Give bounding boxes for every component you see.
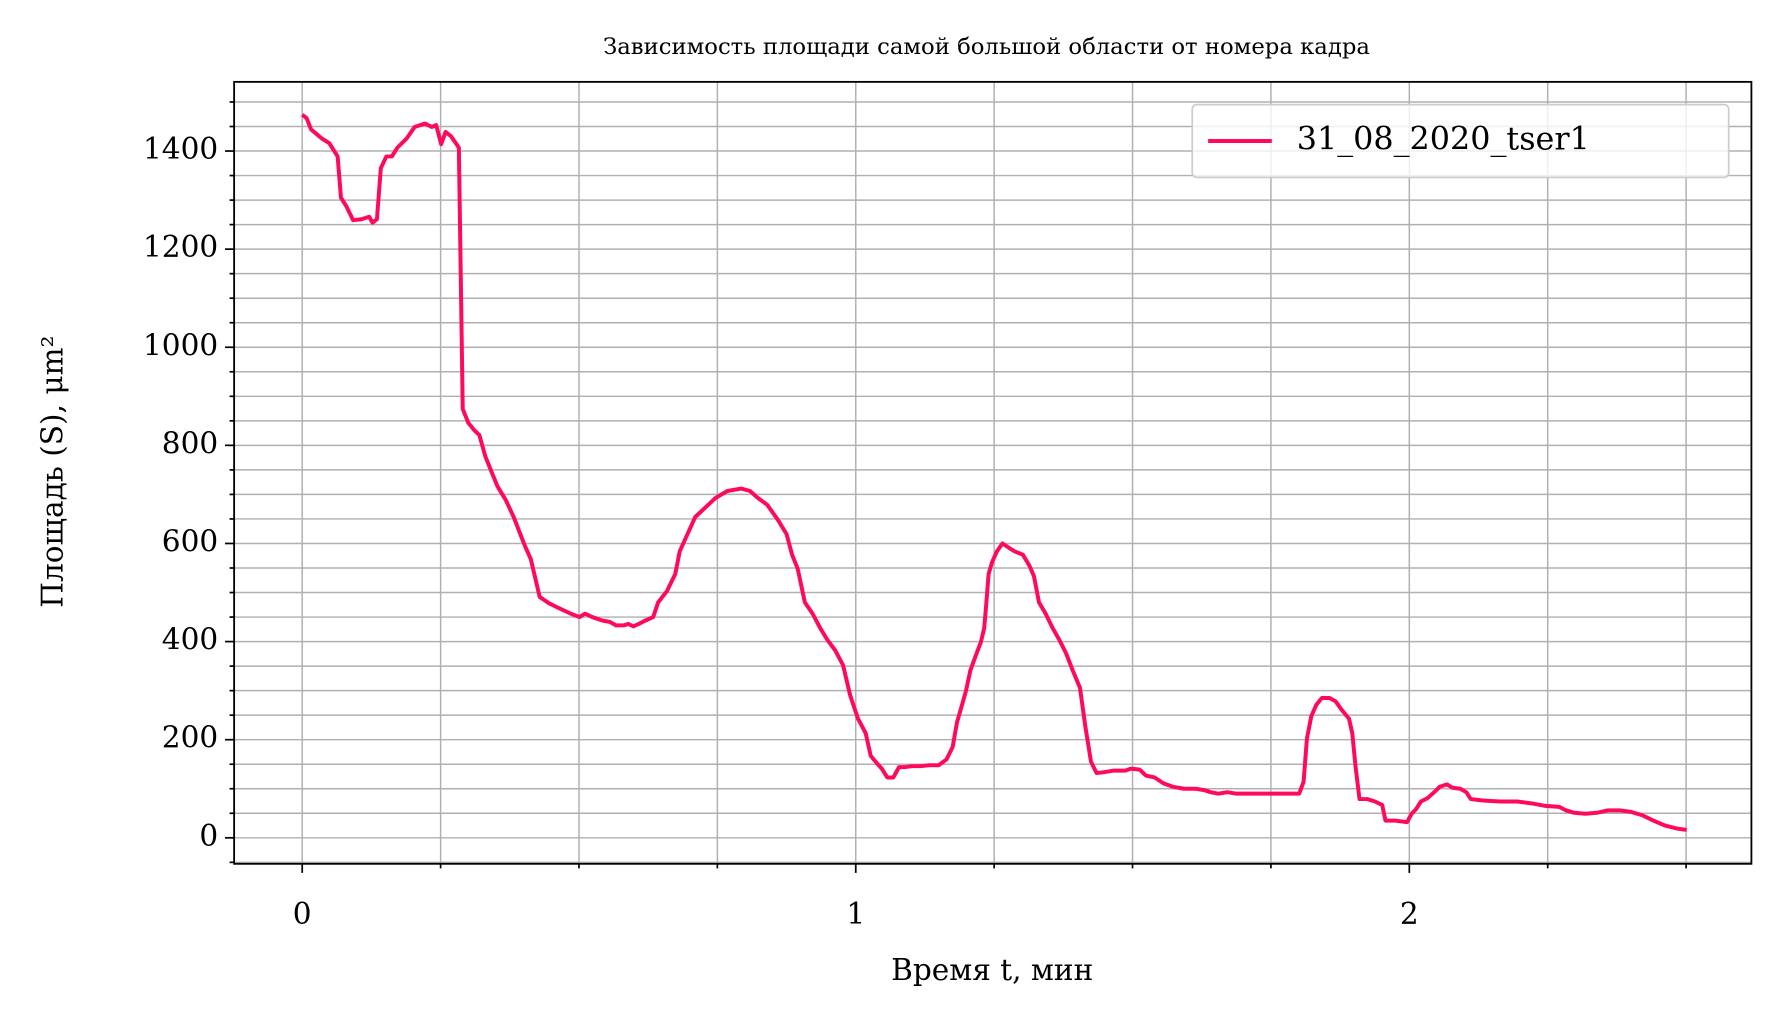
y-tick-label: 1000	[143, 328, 218, 362]
y-tick-label: 200	[162, 721, 218, 755]
x-tick-label: 0	[293, 897, 312, 931]
y-tick-label: 800	[162, 426, 218, 460]
chart-title: Зависимость площади самой большой област…	[603, 34, 1370, 60]
y-tick-label: 1200	[143, 230, 218, 264]
y-axis-label: Площадь (S), μm²	[36, 336, 70, 608]
y-tick-label: 600	[162, 524, 218, 558]
x-tick-label: 2	[1400, 897, 1419, 931]
x-tick-label: 1	[846, 897, 865, 931]
y-tick-label: 1400	[143, 132, 218, 166]
legend-frame	[1191, 103, 1730, 179]
y-tick-label: 400	[162, 623, 218, 657]
x-axis-label: Время t, мин	[891, 953, 1093, 987]
plot-frame	[233, 80, 1753, 865]
legend-label: 31_08_2020_tser1	[1297, 119, 1590, 157]
legend: 31_08_2020_tser1	[1191, 103, 1730, 179]
y-tick-label: 0	[199, 819, 218, 853]
data-line	[300, 113, 1687, 832]
